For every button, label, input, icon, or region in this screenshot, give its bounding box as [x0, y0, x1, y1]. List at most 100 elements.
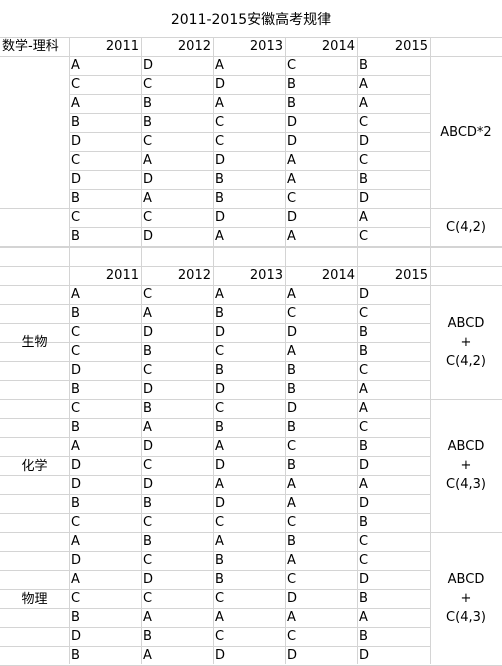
pattern-line: C(4,2) — [446, 353, 486, 369]
answer-cell: D — [143, 229, 154, 244]
answer-cell: D — [143, 439, 154, 454]
answer-cell: C — [215, 115, 225, 130]
section-label: 化学 — [21, 458, 48, 474]
answer-cell: A — [359, 96, 368, 111]
answer-cell: C — [359, 553, 369, 568]
grid-row-line — [0, 304, 430, 305]
answer-cell: A — [143, 306, 152, 321]
grid-row-line — [0, 437, 430, 438]
grid-row-line — [69, 227, 430, 228]
answer-cell: D — [215, 77, 226, 92]
answer-cell: C — [71, 344, 81, 359]
grid-row-line — [0, 246, 502, 247]
year-header-2013: 2013 — [249, 268, 283, 283]
year-header-2015: 2015 — [394, 39, 428, 54]
answer-cell: C — [143, 363, 153, 378]
answer-cell: B — [287, 420, 296, 435]
answer-cell: A — [287, 153, 296, 168]
answer-cell: B — [215, 572, 224, 587]
answer-cell: D — [359, 191, 370, 206]
sheet-title: 2011-2015安徽高考规律 — [170, 12, 332, 28]
answer-cell: C — [287, 58, 297, 73]
answer-cell: B — [143, 344, 152, 359]
answer-cell: B — [71, 610, 80, 625]
answer-cell: D — [287, 134, 298, 149]
answer-cell: D — [287, 325, 298, 340]
answer-cell: A — [287, 172, 296, 187]
pattern-line: ABCD*2 — [440, 124, 492, 140]
answer-cell: C — [143, 458, 153, 473]
pattern-line: + — [460, 591, 472, 606]
section-label: 生物 — [21, 335, 48, 350]
pattern-line: + — [460, 458, 472, 473]
grid-row-line — [0, 475, 430, 476]
answer-cell: A — [287, 610, 296, 625]
answer-cell: D — [143, 325, 154, 340]
answer-cell: B — [143, 96, 152, 111]
answer-cell: A — [215, 477, 224, 492]
answer-cell: B — [71, 420, 80, 435]
answer-cell: B — [71, 229, 80, 244]
answer-cell: A — [215, 96, 224, 111]
answer-cell: A — [359, 610, 368, 625]
answer-cell: D — [287, 115, 298, 130]
answer-cell: A — [215, 439, 224, 454]
answer-cell: B — [359, 344, 368, 359]
answer-cell: C — [359, 420, 369, 435]
year-header-2015: 2015 — [394, 268, 428, 283]
grid-row-line — [69, 94, 430, 95]
answer-cell: A — [215, 610, 224, 625]
answer-cell: D — [143, 382, 154, 397]
answer-cell: D — [287, 591, 298, 606]
answer-cell: C — [359, 153, 369, 168]
grid-row-line — [0, 208, 502, 209]
answer-cell: B — [359, 629, 368, 644]
answer-cell: B — [71, 382, 80, 397]
grid-row-line — [0, 399, 502, 400]
answer-cell: C — [359, 115, 369, 130]
answer-cell: C — [287, 191, 297, 206]
answer-cell: D — [71, 553, 82, 568]
answer-cell: D — [215, 648, 226, 663]
grid-col-line — [141, 37, 142, 664]
answer-cell: C — [287, 306, 297, 321]
answer-cell: C — [287, 629, 297, 644]
answer-cell: B — [287, 534, 296, 549]
answer-cell: C — [359, 363, 369, 378]
answer-cell: A — [359, 477, 368, 492]
answer-cell: A — [143, 420, 152, 435]
grid-row-line — [69, 75, 430, 76]
answer-cell: B — [143, 496, 152, 511]
answer-cell: C — [215, 591, 225, 606]
grid-row-line — [0, 608, 430, 609]
answer-cell: A — [359, 210, 368, 225]
answer-cell: A — [215, 534, 224, 549]
year-header-2011: 2011 — [105, 39, 139, 54]
answer-cell: C — [215, 344, 225, 359]
grid-row-line — [0, 627, 430, 628]
answer-cell: B — [287, 96, 296, 111]
grid-row-line — [69, 132, 430, 133]
grid-row-line — [0, 266, 502, 267]
answer-cell: D — [359, 134, 370, 149]
grid-row-line — [69, 189, 430, 190]
answer-cell: B — [359, 325, 368, 340]
pattern-line: C(4,3) — [446, 477, 486, 492]
answer-cell: D — [71, 629, 82, 644]
section-label: 数学-理科 — [2, 39, 59, 54]
pattern-note: ABCD + C(4,2) — [430, 314, 502, 371]
pattern-note: C(4,2) — [430, 218, 502, 237]
answer-cell: C — [143, 210, 153, 225]
answer-cell: D — [71, 363, 82, 378]
answer-cell: C — [287, 439, 297, 454]
answer-cell: C — [143, 515, 153, 530]
answer-cell: A — [71, 572, 80, 587]
grid-row-line — [0, 570, 430, 571]
answer-cell: D — [215, 458, 226, 473]
answer-cell: C — [287, 515, 297, 530]
answer-cell: C — [215, 629, 225, 644]
answer-cell: B — [143, 534, 152, 549]
grid-row-line — [0, 532, 502, 533]
answer-cell: A — [71, 58, 80, 73]
answer-cell: A — [215, 229, 224, 244]
